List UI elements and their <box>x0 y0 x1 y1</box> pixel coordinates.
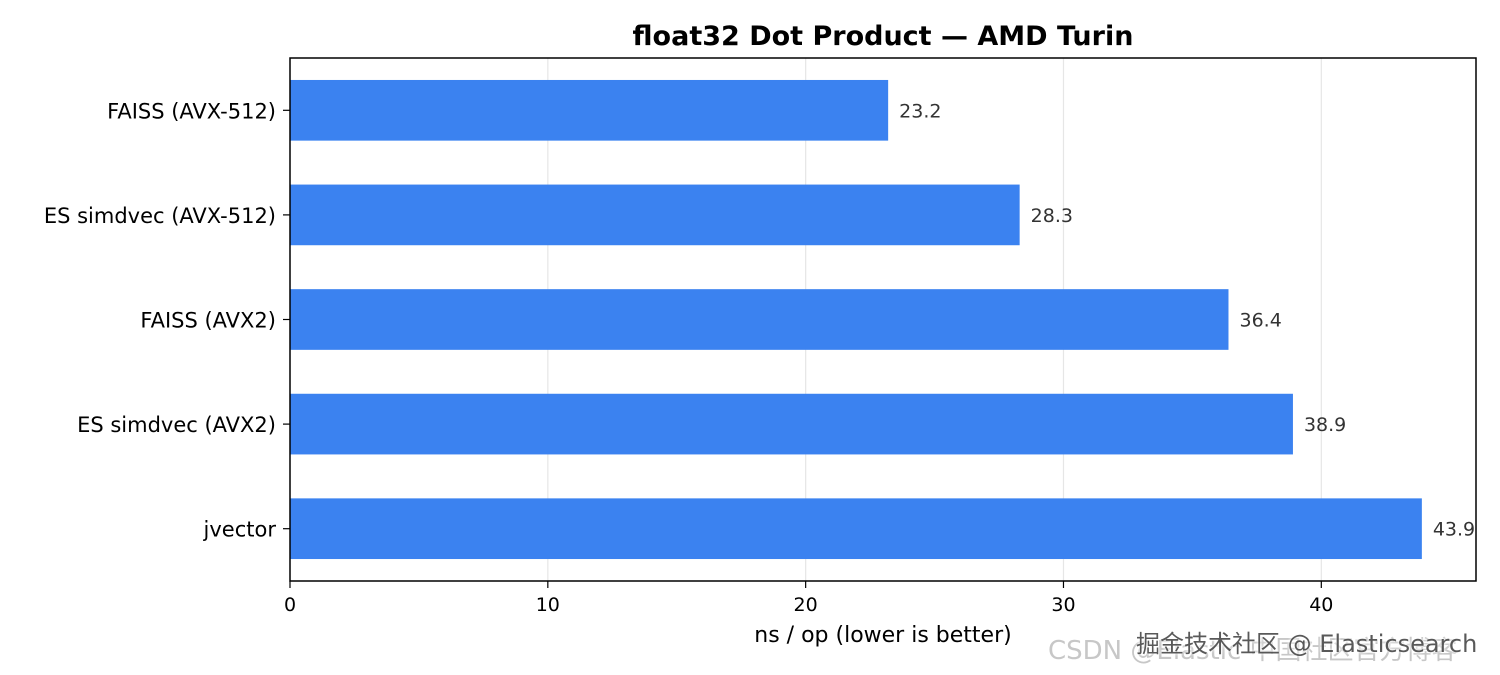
y-tick-label: ES simdvec (AVX2) <box>77 413 276 437</box>
x-tick-label: 20 <box>794 594 818 616</box>
bars: 23.2 28.3 36.4 38.9 43.9 <box>290 79 1475 560</box>
y-tick-label: FAISS (AVX2) <box>140 309 276 333</box>
x-axis-ticks: 0 10 20 30 40 <box>284 581 1333 616</box>
bar-value-label: 43.9 <box>1433 519 1475 541</box>
y-tick-label: ES simdvec (AVX-512) <box>44 204 276 228</box>
bar <box>290 498 1422 560</box>
x-axis-label: ns / op (lower is better) <box>754 623 1011 648</box>
y-tick-label: jvector <box>203 518 277 542</box>
bar-value-label: 36.4 <box>1239 310 1281 332</box>
x-tick-label: 0 <box>284 594 296 616</box>
y-tick-label: FAISS (AVX-512) <box>107 99 276 123</box>
x-tick-label: 30 <box>1051 594 1075 616</box>
bar <box>290 289 1229 350</box>
watermark-juejin: 掘金技术社区 @ Elasticsearch <box>1136 630 1478 658</box>
bar-value-label: 23.2 <box>899 100 941 122</box>
bar <box>290 79 889 141</box>
bar-value-label: 28.3 <box>1031 205 1073 227</box>
y-axis-ticks: FAISS (AVX-512) ES simdvec (AVX-512) FAISS… <box>44 99 290 542</box>
bar-value-label: 38.9 <box>1304 414 1346 436</box>
chart-title: float32 Dot Product — AMD Turin <box>633 21 1134 52</box>
bar <box>290 184 1020 246</box>
bar <box>290 393 1293 455</box>
watermark-csdn: CSDN @Elastic 中国社区官方博客 <box>1048 636 1458 666</box>
x-tick-label: 40 <box>1309 594 1333 616</box>
x-tick-label: 10 <box>536 594 560 616</box>
